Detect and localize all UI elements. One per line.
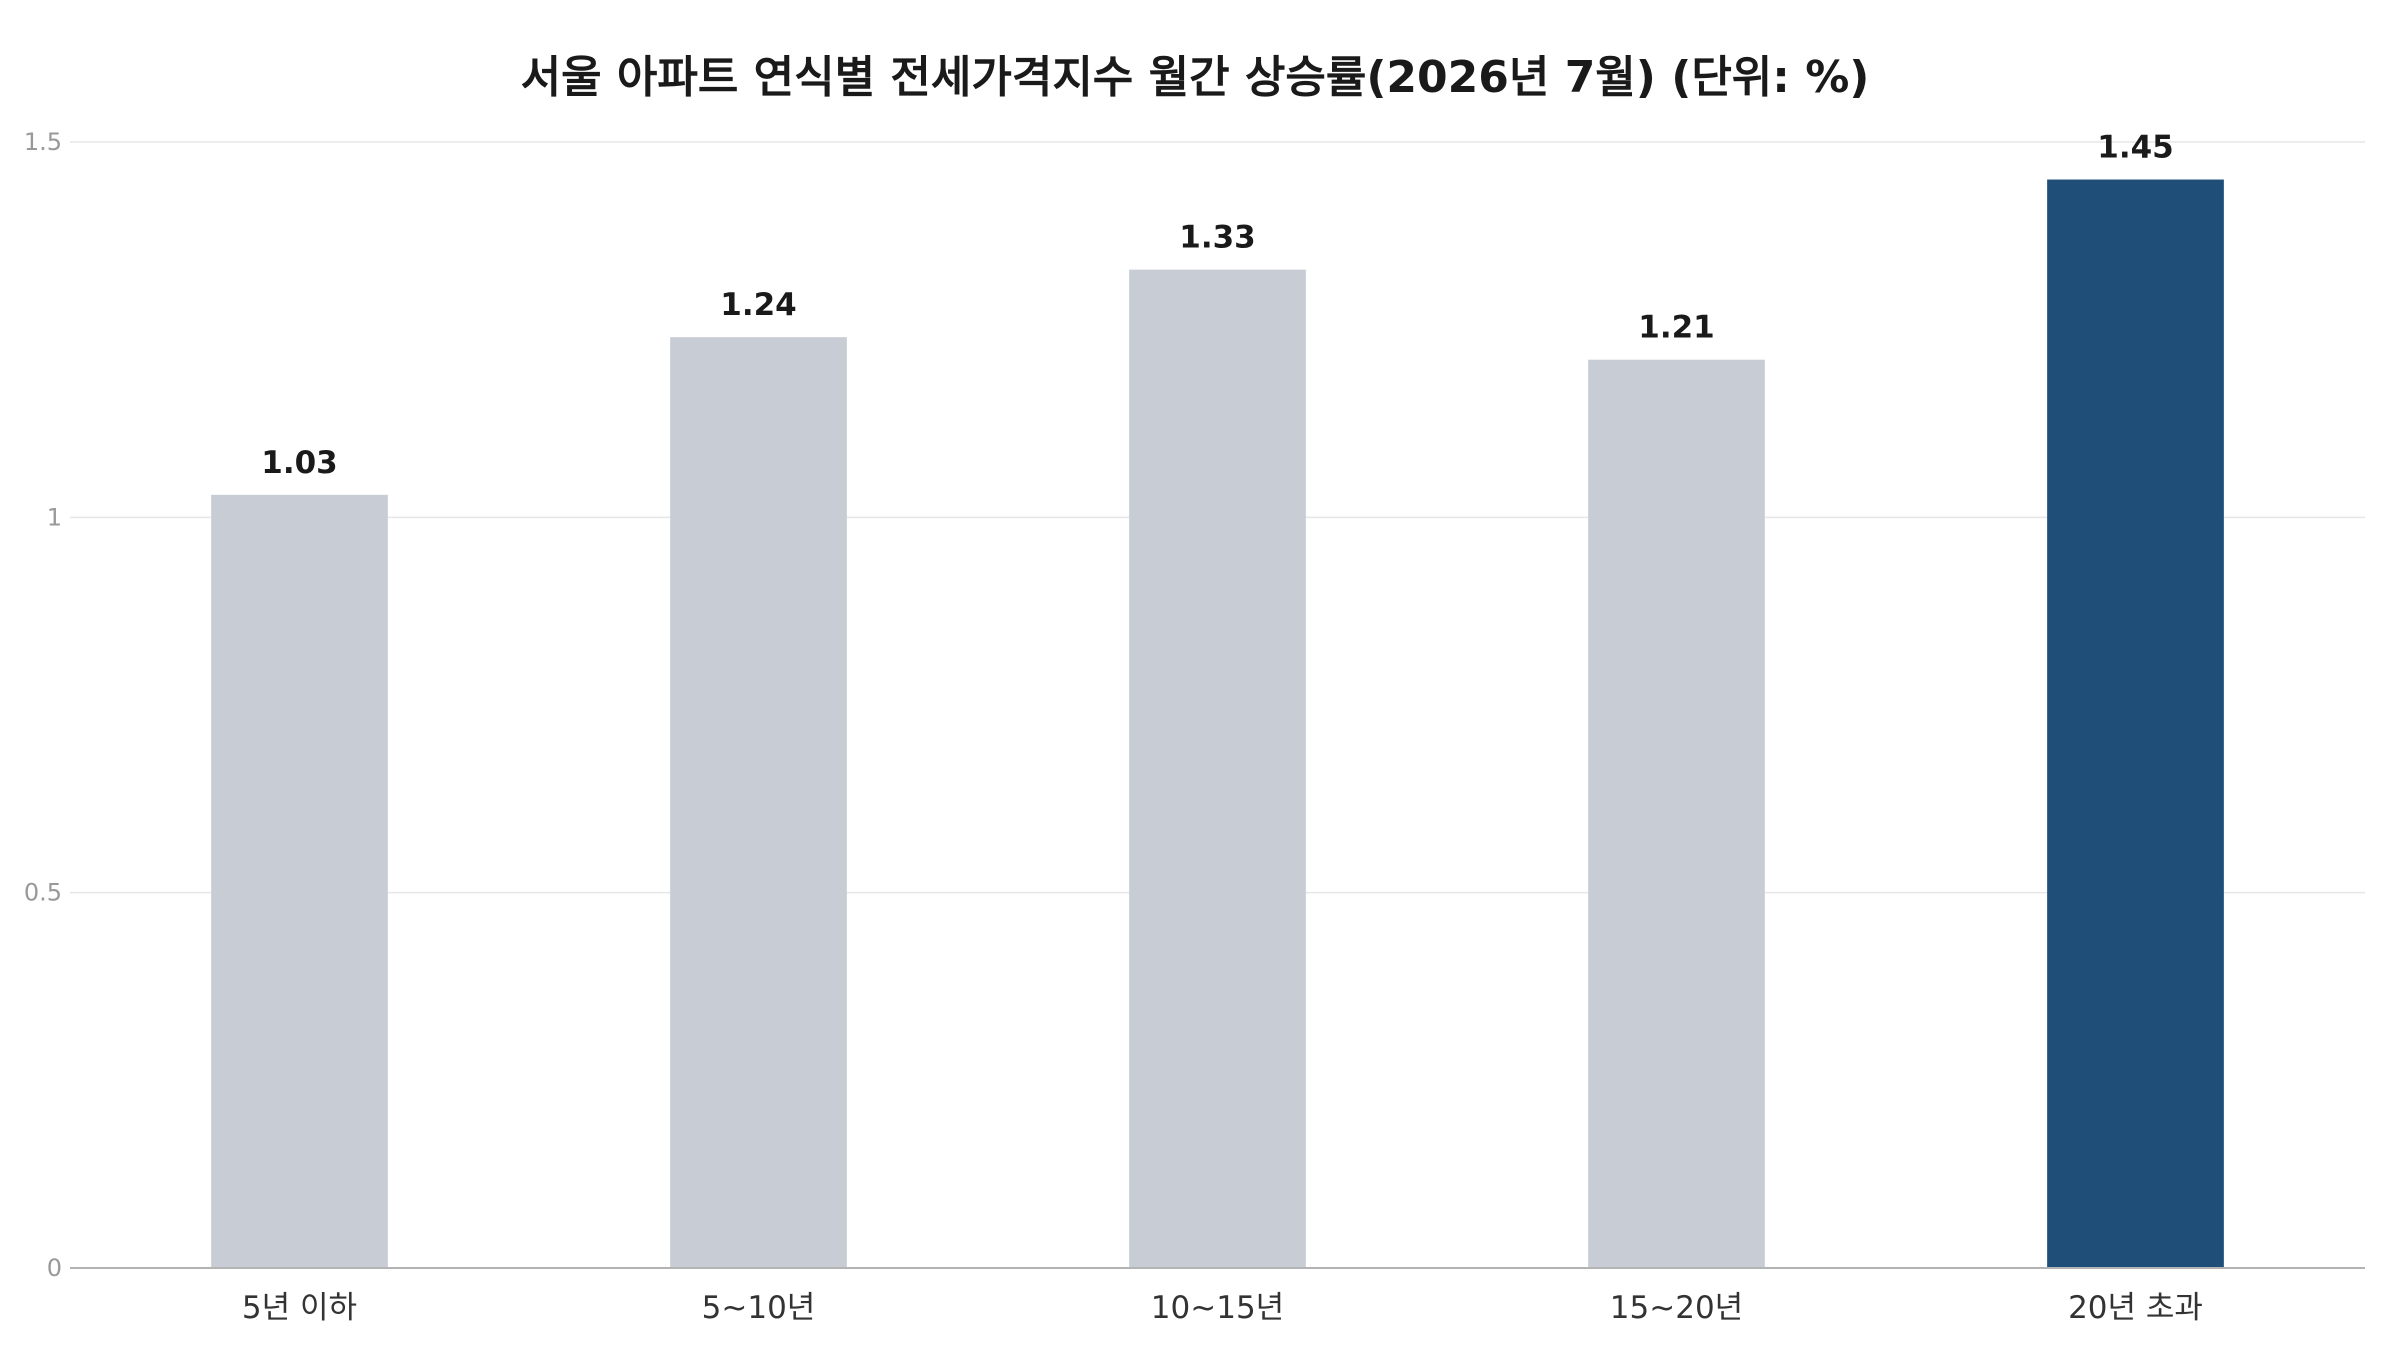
bar <box>2047 179 2224 1269</box>
data-label: 1.24 <box>720 287 797 323</box>
y-axis-ticks: 0 0.5 1 1.5 <box>24 128 62 1282</box>
y-tick-label: 0.5 <box>24 879 62 907</box>
y-tick-label: 0 <box>47 1254 62 1282</box>
bar <box>670 337 847 1268</box>
bar <box>1129 269 1306 1268</box>
y-tick-label: 1 <box>47 503 62 531</box>
x-tick-label: 10~15년 <box>1151 1290 1284 1326</box>
data-label: 1.03 <box>261 445 338 481</box>
y-tick-label: 1.5 <box>24 128 62 156</box>
x-tick-label: 5~10년 <box>702 1290 816 1326</box>
x-tick-label: 15~20년 <box>1610 1290 1743 1326</box>
chart-title: 서울 아파트 연식별 전세가격지수 월간 상승률(2026년 7월) (단위: … <box>521 52 1870 103</box>
bars <box>211 179 2224 1269</box>
data-label: 1.33 <box>1179 220 1256 256</box>
bar <box>211 494 388 1268</box>
x-tick-label: 5년 이하 <box>242 1290 357 1326</box>
data-labels: 1.03 1.24 1.33 1.21 1.45 <box>261 130 2174 481</box>
bar <box>1588 359 1765 1268</box>
data-label: 1.45 <box>2097 130 2174 166</box>
data-label: 1.21 <box>1638 310 1715 346</box>
x-axis-ticks: 5년 이하 5~10년 10~15년 15~20년 20년 초과 <box>242 1290 2203 1326</box>
x-tick-label: 20년 초과 <box>2068 1290 2203 1326</box>
